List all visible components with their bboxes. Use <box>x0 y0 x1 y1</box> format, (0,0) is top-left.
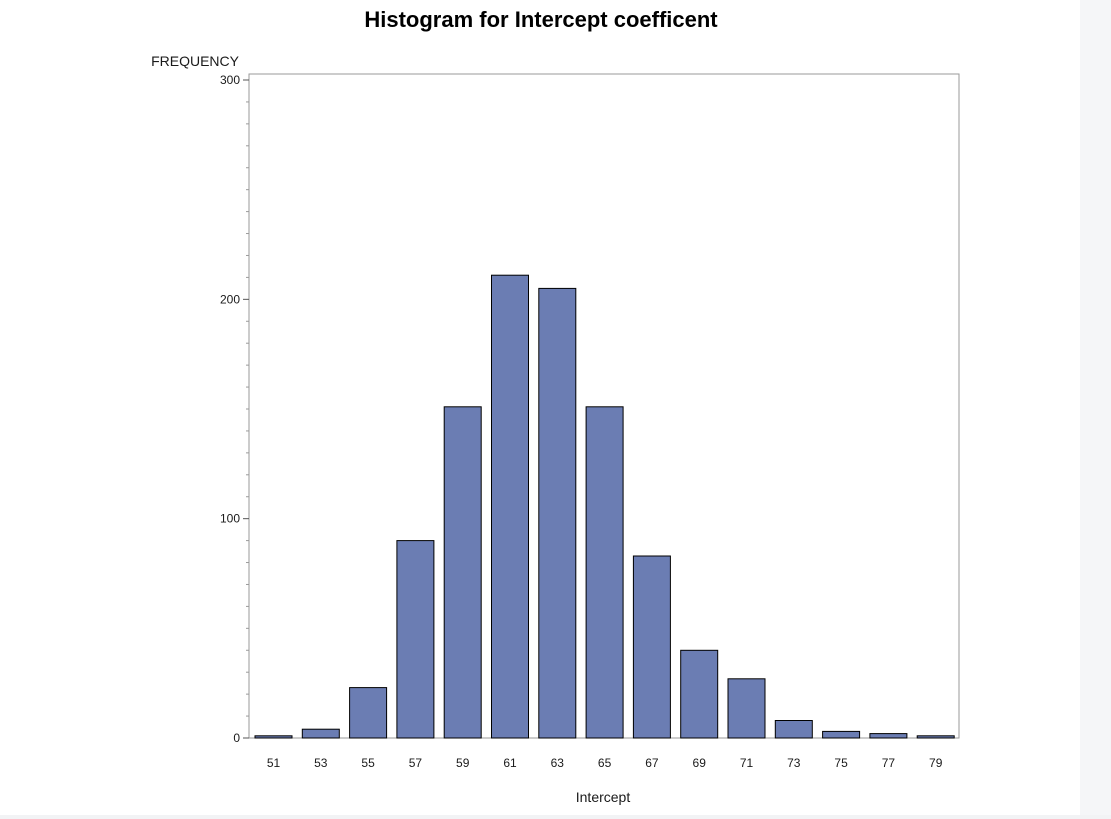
histogram-bar <box>349 687 388 739</box>
histogram-bar <box>491 274 529 739</box>
x-tick-label: 69 <box>693 756 707 770</box>
x-tick-label: 65 <box>598 756 612 770</box>
x-tick-label: 57 <box>409 756 423 770</box>
x-tick-label: 61 <box>503 756 517 770</box>
x-tick-label: 73 <box>787 756 801 770</box>
histogram-bar <box>396 540 435 739</box>
y-axis-minor-ticks <box>246 101 249 717</box>
histogram-bar <box>916 735 955 739</box>
histogram-bar <box>254 735 293 739</box>
y-tick-label: 200 <box>220 292 240 306</box>
page-right-margin <box>1080 0 1111 819</box>
x-tick-label: 77 <box>882 756 896 770</box>
x-axis-label: Intercept <box>576 789 631 805</box>
histogram-bar <box>869 733 908 739</box>
y-tick-label: 0 <box>233 731 240 745</box>
histogram-bar <box>538 287 577 739</box>
x-axis-ticks: 51 53 55 57 59 61 63 65 67 69 71 73 75 77 79 <box>267 756 943 770</box>
chart-title: Histogram for Intercept coefficent <box>364 7 718 32</box>
histogram-bar <box>632 555 671 739</box>
y-axis-ticks: 0 100 200 300 <box>220 73 249 745</box>
histogram-bar <box>585 406 624 739</box>
x-tick-label: 55 <box>361 756 375 770</box>
y-tick-label: 100 <box>220 512 240 526</box>
x-tick-label: 75 <box>834 756 848 770</box>
histogram-bar <box>822 730 861 739</box>
x-tick-label: 79 <box>929 756 943 770</box>
y-axis-label: FREQUENCY <box>151 53 240 69</box>
histogram-bar <box>443 406 482 739</box>
bar-series <box>254 274 955 739</box>
x-tick-label: 53 <box>314 756 328 770</box>
page-bottom-margin <box>0 815 1111 819</box>
x-tick-label: 59 <box>456 756 470 770</box>
histogram-bar <box>727 678 766 739</box>
histogram-bar <box>774 720 813 739</box>
y-tick-label: 300 <box>220 73 240 87</box>
histogram-chart: Histogram for Intercept coefficent FREQU… <box>151 7 960 805</box>
histogram-bar <box>680 649 719 739</box>
x-tick-label: 51 <box>267 756 281 770</box>
x-tick-label: 67 <box>645 756 659 770</box>
x-tick-label: 71 <box>740 756 754 770</box>
histogram-bar <box>301 728 340 739</box>
x-tick-label: 63 <box>551 756 565 770</box>
